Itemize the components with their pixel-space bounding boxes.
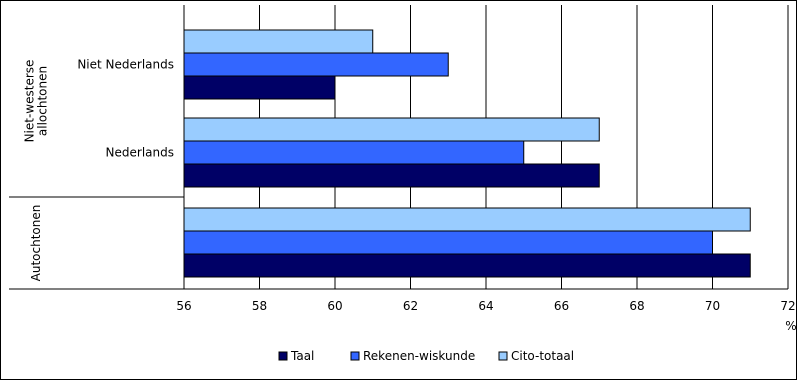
bar-cito-totaal-1 xyxy=(183,117,600,142)
legend-label: Rekenen-wiskunde xyxy=(363,349,475,363)
group-label: Autochtonen xyxy=(29,205,43,282)
legend-label: Cito-totaal xyxy=(511,349,574,363)
legend-swatch xyxy=(278,351,288,361)
bar-taal-2 xyxy=(183,253,751,278)
x-tick-label: 56 xyxy=(176,299,191,313)
legend-label: Taal xyxy=(290,349,314,363)
bar-rekenen-wiskunde-1 xyxy=(183,140,525,165)
group-label: Niet-westerse xyxy=(23,60,37,143)
legend-swatch xyxy=(350,351,360,361)
bar-taal-1 xyxy=(183,163,600,188)
bar-cito-totaal-0 xyxy=(183,29,374,54)
x-tick-label: 70 xyxy=(705,299,720,313)
category-label: Niet Nederlands xyxy=(77,58,174,72)
x-unit-label: % xyxy=(785,319,796,333)
legend-swatch xyxy=(498,351,508,361)
bar-taal-0 xyxy=(183,75,336,100)
x-tick-label: 60 xyxy=(327,299,342,313)
x-tick-label: 64 xyxy=(478,299,493,313)
x-tick-label: 62 xyxy=(403,299,418,313)
x-tick-label: 72 xyxy=(780,299,795,313)
bar-rekenen-wiskunde-0 xyxy=(183,52,449,77)
x-tick-label: 66 xyxy=(554,299,569,313)
category-label: Nederlands xyxy=(106,146,174,160)
bar-rekenen-wiskunde-2 xyxy=(183,230,713,255)
group-label: allochtonen xyxy=(36,66,50,136)
x-tick-label: 68 xyxy=(629,299,644,313)
x-tick-label: 58 xyxy=(252,299,267,313)
bar-cito-totaal-2 xyxy=(183,207,751,232)
